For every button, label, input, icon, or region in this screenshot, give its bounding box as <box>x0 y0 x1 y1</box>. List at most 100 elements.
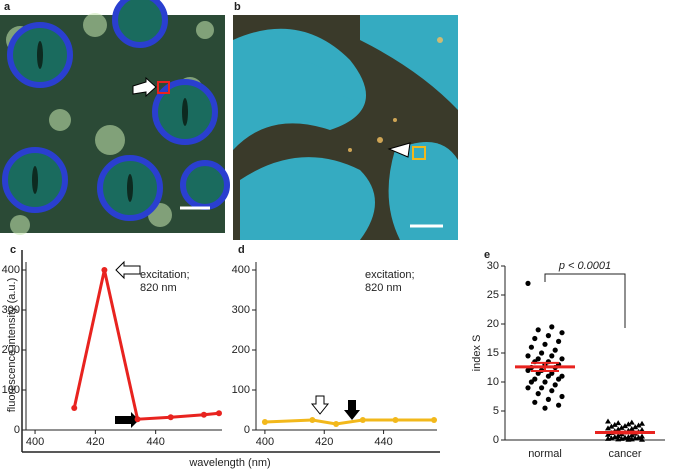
arrows <box>115 260 360 428</box>
data-point <box>309 417 316 423</box>
data-point <box>532 399 538 405</box>
data-point <box>605 418 611 424</box>
data-point <box>632 435 639 441</box>
data-point <box>535 327 541 333</box>
data-point <box>101 267 108 273</box>
data-point <box>625 421 632 427</box>
data-point <box>532 376 538 382</box>
data-point <box>542 341 548 347</box>
data-point <box>622 423 628 429</box>
y-tick-label: 0 <box>244 424 250 436</box>
data-point <box>611 434 618 440</box>
data-point <box>615 426 622 432</box>
data-point <box>535 356 541 362</box>
data-point <box>556 376 562 382</box>
data-point <box>528 379 535 385</box>
data-point <box>539 350 545 356</box>
panel-label: a <box>4 1 11 13</box>
data-point <box>628 419 635 425</box>
micrograph-b <box>233 15 458 240</box>
y-tick-label: 20 <box>487 318 499 330</box>
data-point <box>625 436 632 442</box>
data-point <box>615 432 622 438</box>
data-point <box>525 367 531 373</box>
y-tick-label: 100 <box>2 384 20 396</box>
data-point <box>628 432 635 438</box>
data-point <box>549 353 555 359</box>
x-tick-label: normal <box>528 448 562 460</box>
y-tick-label: 0 <box>493 434 499 446</box>
data-point <box>215 410 222 417</box>
data-point <box>639 420 645 426</box>
data-point <box>559 393 565 400</box>
data-point <box>528 344 535 350</box>
annotation: 820 nm <box>365 282 402 294</box>
x-tick-label: 400 <box>256 436 274 448</box>
data-point <box>431 417 438 423</box>
data-point <box>539 385 545 391</box>
data-point <box>639 427 645 433</box>
panel-label: e <box>484 249 490 261</box>
y-axis-label: index S <box>471 335 483 372</box>
y-tick-label: 15 <box>487 347 499 359</box>
data-point <box>615 420 622 426</box>
data-point <box>559 373 565 379</box>
data-point <box>359 417 366 423</box>
data-point <box>605 425 611 431</box>
data-point <box>167 414 174 421</box>
data-point <box>200 411 207 418</box>
y-tick-label: 0 <box>14 424 20 436</box>
x-tick-label: 440 <box>374 436 392 448</box>
data-point <box>535 391 541 397</box>
data-point <box>71 405 78 411</box>
significance-bracket <box>544 273 626 328</box>
data-point <box>552 347 558 353</box>
data-point <box>615 436 622 442</box>
data-point <box>618 424 625 430</box>
data-point <box>542 379 548 385</box>
micrograph-a <box>0 0 230 235</box>
data-point <box>559 356 565 362</box>
data-point <box>549 324 555 330</box>
x-tick-label: cancer <box>608 448 641 460</box>
data-point <box>605 435 611 441</box>
data-line <box>264 418 435 426</box>
data-point <box>545 373 552 379</box>
data-point <box>134 416 141 423</box>
x-tick-label: 420 <box>86 436 104 448</box>
data-point <box>535 370 541 376</box>
data-point <box>635 422 642 428</box>
x-tick-label: 400 <box>26 436 44 448</box>
y-tick-label: 5 <box>493 405 499 417</box>
annotation: excitation; <box>140 269 190 281</box>
y-tick-label: 300 <box>2 304 20 316</box>
data-point <box>532 335 538 342</box>
data-point <box>639 433 645 439</box>
panel-label: c <box>10 244 16 256</box>
y-tick-label: 300 <box>232 304 250 316</box>
data-point <box>542 405 548 411</box>
data-point <box>552 382 558 388</box>
data-point <box>261 419 268 425</box>
y-tick-label: 400 <box>232 264 250 276</box>
data-point <box>392 417 399 423</box>
data-point <box>639 436 645 442</box>
data-point <box>556 338 562 344</box>
data-point <box>525 385 531 391</box>
panel-label: d <box>238 244 245 256</box>
x-axis-label: wavelength (nm) <box>188 457 270 469</box>
y-tick-label: 100 <box>232 384 250 396</box>
data-point <box>628 425 635 431</box>
y-tick-label: 200 <box>2 344 20 356</box>
data-point <box>549 370 555 376</box>
data-point <box>525 353 531 359</box>
y-tick-label: 400 <box>2 264 20 276</box>
x-tick-label: 420 <box>315 436 333 448</box>
annotation: p < 0.0001 <box>558 260 611 272</box>
data-point <box>545 333 552 339</box>
data-point <box>608 423 615 429</box>
data-point <box>556 402 562 408</box>
y-tick-label: 25 <box>487 289 499 301</box>
annotation: excitation; <box>365 269 415 281</box>
y-tick-label: 30 <box>487 260 499 272</box>
